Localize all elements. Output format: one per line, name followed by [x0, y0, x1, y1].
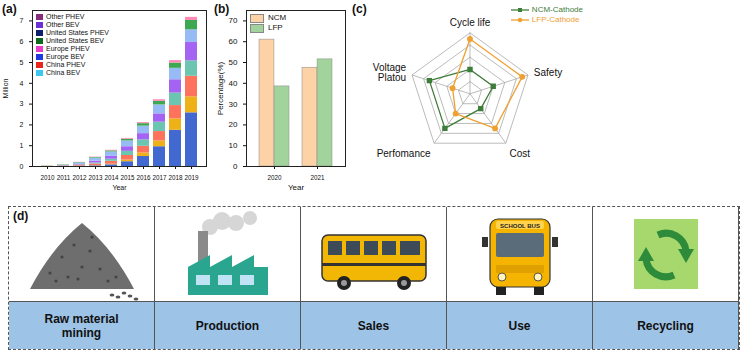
html-text:Other BEV: Other BEV — [46, 21, 80, 28]
svg-text:2021: 2021 — [310, 174, 325, 181]
html-text:LFP-Cathode: LFP-Cathode — [531, 15, 580, 24]
html-text:(c): (c) — [352, 2, 367, 16]
svg-text:Year: Year — [288, 183, 305, 192]
svg-text:30: 30 — [229, 100, 238, 109]
svg-text:Perfomance: Perfomance — [377, 148, 431, 159]
html-text:(a): (a) — [2, 2, 17, 16]
svg-text:0: 0 — [233, 162, 238, 171]
svg-text:2010: 2010 — [40, 174, 55, 181]
html-text:NCM-Cathode: NCM-Cathode — [531, 5, 583, 14]
html-text:Europe BEV: Europe BEV — [46, 53, 85, 60]
svg-text:Cycle life: Cycle life — [450, 17, 491, 28]
svg-text:7: 7 — [20, 17, 24, 24]
svg-text:50: 50 — [229, 58, 238, 67]
svg-text:3: 3 — [20, 100, 24, 107]
html-text:Other PHEV: Other PHEV — [46, 13, 85, 20]
svg-text:Million: Million — [2, 78, 9, 98]
svg-text:10: 10 — [229, 141, 238, 150]
html-text:China PHEV: China PHEV — [46, 61, 86, 68]
html-text:Use: Use — [508, 318, 531, 333]
svg-text:20: 20 — [229, 120, 238, 129]
svg-text:2: 2 — [20, 121, 24, 128]
html-text:United States BEV: United States BEV — [46, 37, 104, 44]
svg-text:1: 1 — [20, 142, 24, 149]
svg-text:2017: 2017 — [152, 174, 167, 181]
svg-text:Cost: Cost — [509, 148, 530, 159]
svg-text:VoltagePlatou: VoltagePlatou — [373, 62, 407, 83]
svg-text:Percentage(%): Percentage(%) — [216, 61, 225, 115]
html-text:Raw material mining: Raw material mining — [44, 311, 119, 340]
svg-text:5: 5 — [20, 59, 24, 66]
svg-text:4: 4 — [20, 80, 24, 87]
svg-text:Safety: Safety — [534, 67, 562, 78]
html-text:(d): (d) — [13, 209, 29, 223]
html-text:(b): (b) — [214, 2, 230, 16]
svg-text:2016: 2016 — [136, 174, 151, 181]
svg-text:Year: Year — [112, 184, 127, 191]
html-text:United States PHEV: United States PHEV — [46, 29, 109, 36]
svg-text:2013: 2013 — [88, 174, 103, 181]
svg-text:SCHOOL BUS: SCHOOL BUS — [500, 223, 540, 229]
html-text:Production: Production — [195, 318, 260, 333]
html-text:Recycling: Recycling — [637, 318, 694, 333]
svg-text:6: 6 — [20, 38, 24, 45]
html-text:Europe PHEV: Europe PHEV — [46, 45, 90, 52]
svg-text:2020: 2020 — [267, 174, 282, 181]
svg-text:2018: 2018 — [168, 174, 183, 181]
html-text:Sales: Sales — [357, 318, 390, 333]
svg-text:60: 60 — [229, 37, 238, 46]
svg-text:2019: 2019 — [184, 174, 199, 181]
svg-text:2012: 2012 — [72, 174, 87, 181]
svg-text:40: 40 — [229, 79, 238, 88]
svg-text:2015: 2015 — [120, 174, 135, 181]
html-text:China BEV: China BEV — [46, 69, 81, 76]
svg-text:2014: 2014 — [104, 174, 119, 181]
svg-text:2011: 2011 — [57, 174, 71, 181]
svg-text:70: 70 — [229, 16, 238, 25]
html-text:NCM: NCM — [268, 13, 287, 22]
html-text:LFP: LFP — [268, 23, 283, 32]
svg-text:0: 0 — [20, 163, 24, 170]
